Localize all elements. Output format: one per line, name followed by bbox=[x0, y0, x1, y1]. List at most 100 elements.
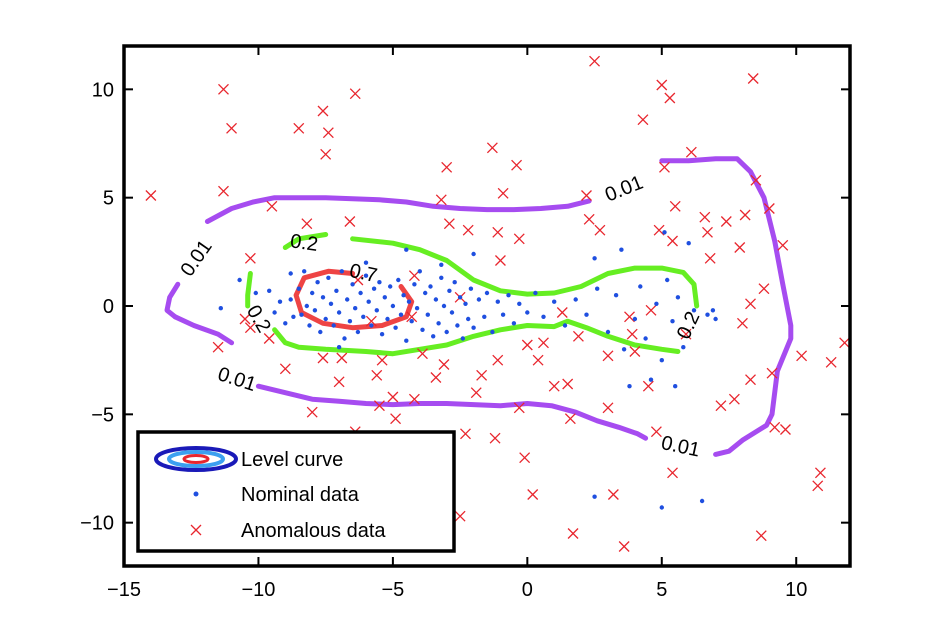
nominal-point bbox=[412, 282, 417, 287]
nominal-point bbox=[468, 286, 474, 291]
anomalous-point bbox=[618, 541, 630, 552]
anomalous-point bbox=[218, 185, 229, 197]
nominal-point bbox=[552, 299, 557, 304]
nominal-point bbox=[347, 319, 353, 324]
anomalous-point bbox=[336, 352, 348, 364]
anomalous-point bbox=[320, 148, 332, 160]
anomalous-point bbox=[333, 376, 345, 388]
legend-entry-label: Nominal data bbox=[241, 484, 360, 506]
anomalous-point bbox=[728, 393, 740, 405]
nominal-point bbox=[654, 301, 659, 306]
nominal-point bbox=[296, 286, 301, 291]
anomalous-point bbox=[669, 200, 681, 212]
level-curve-0.7-segment-0 bbox=[293, 268, 415, 331]
nominal-point bbox=[441, 303, 447, 309]
nominal-point bbox=[363, 260, 369, 265]
legend: Level curve Nominal data Anomalous data bbox=[136, 430, 456, 553]
nominal-point bbox=[439, 262, 444, 267]
anomalous-point bbox=[825, 356, 837, 368]
nominal-point bbox=[476, 297, 482, 302]
nominal-point bbox=[455, 323, 460, 328]
nominal-point bbox=[619, 247, 624, 252]
nominal-point bbox=[361, 314, 366, 319]
nominal-point bbox=[439, 275, 444, 280]
anomalous-point bbox=[527, 489, 539, 500]
anomalous-point bbox=[656, 79, 668, 91]
nominal-point bbox=[484, 290, 490, 296]
axis-ticks: −15 −10 −5 0 5 10 −10 −5 0 5 10 bbox=[80, 46, 850, 601]
anomalous-point bbox=[594, 224, 606, 236]
nominal-point bbox=[350, 282, 355, 287]
legend-entry-label: Anomalous data bbox=[241, 520, 386, 542]
anomalous-point bbox=[650, 426, 662, 438]
nominal-point bbox=[371, 286, 377, 291]
nominal-point bbox=[336, 310, 342, 315]
nominal-point bbox=[466, 316, 471, 322]
anomalous-point bbox=[513, 402, 525, 414]
anomalous-point bbox=[462, 224, 474, 236]
nominal-point bbox=[336, 345, 342, 350]
anomalous-point bbox=[317, 105, 329, 117]
nominal-point bbox=[613, 293, 619, 298]
nominal-point bbox=[659, 358, 664, 363]
anomalous-point bbox=[244, 322, 256, 334]
legend-level-curve-icon-inner bbox=[167, 450, 225, 468]
y-tick-label: −10 bbox=[80, 513, 114, 535]
anomalous-point bbox=[581, 190, 592, 201]
nominal-point bbox=[272, 310, 277, 315]
anomalous-point bbox=[390, 413, 402, 425]
anomalous-point bbox=[629, 346, 641, 357]
anomalous-point bbox=[734, 242, 746, 253]
anomalous-point bbox=[562, 378, 574, 390]
nominal-point bbox=[436, 321, 441, 326]
level-curve-0.2-segment-1 bbox=[272, 318, 681, 357]
nominal-point bbox=[377, 280, 382, 285]
nominal-point bbox=[267, 288, 272, 293]
nominal-point bbox=[691, 308, 697, 313]
anomalous-point bbox=[443, 218, 455, 230]
nominal-series bbox=[218, 230, 718, 510]
nominal-point bbox=[433, 297, 439, 302]
anomalous-point bbox=[564, 413, 576, 425]
anomalous-point bbox=[489, 432, 501, 444]
x-tick-label: 10 bbox=[785, 579, 807, 601]
nominal-point bbox=[681, 345, 686, 350]
anomalous-point bbox=[769, 421, 781, 433]
nominal-point bbox=[299, 312, 304, 317]
nominal-point bbox=[390, 303, 396, 309]
anomalous-point bbox=[486, 142, 498, 154]
x-tick-label: −5 bbox=[381, 579, 404, 601]
nominal-point bbox=[385, 316, 390, 322]
anomalous-point bbox=[519, 452, 531, 464]
anomalous-point bbox=[745, 298, 756, 310]
nominal-point bbox=[401, 293, 406, 298]
anomalous-point bbox=[567, 528, 579, 539]
nominal-point bbox=[366, 299, 371, 304]
level-curve-0.01-segment-1 bbox=[172, 314, 235, 346]
nominal-point bbox=[511, 321, 517, 326]
anomalous-point bbox=[344, 216, 356, 227]
anomalous-point bbox=[263, 333, 275, 344]
nominal-point bbox=[592, 256, 597, 261]
nominal-point bbox=[541, 314, 546, 319]
anomalous-point bbox=[839, 337, 851, 349]
nominal-point bbox=[339, 269, 344, 274]
x-tick-label: −10 bbox=[241, 579, 275, 601]
anomalous-point bbox=[664, 92, 676, 104]
nominal-point bbox=[318, 329, 323, 335]
level-curve-0.01-segment-4 bbox=[255, 383, 649, 441]
nominal-point bbox=[562, 323, 568, 328]
nominal-point bbox=[358, 290, 363, 296]
nominal-point bbox=[363, 273, 369, 278]
nominal-point bbox=[533, 290, 538, 296]
nominal-point bbox=[457, 295, 463, 300]
nominal-point bbox=[471, 325, 476, 330]
nominal-point bbox=[315, 280, 320, 285]
anomalous-point bbox=[645, 304, 657, 316]
anomalous-point bbox=[758, 283, 770, 295]
nominal-point bbox=[237, 277, 242, 283]
anomalous-point bbox=[441, 161, 453, 173]
anomalous-point bbox=[532, 354, 544, 366]
anomalous-point bbox=[417, 348, 428, 360]
